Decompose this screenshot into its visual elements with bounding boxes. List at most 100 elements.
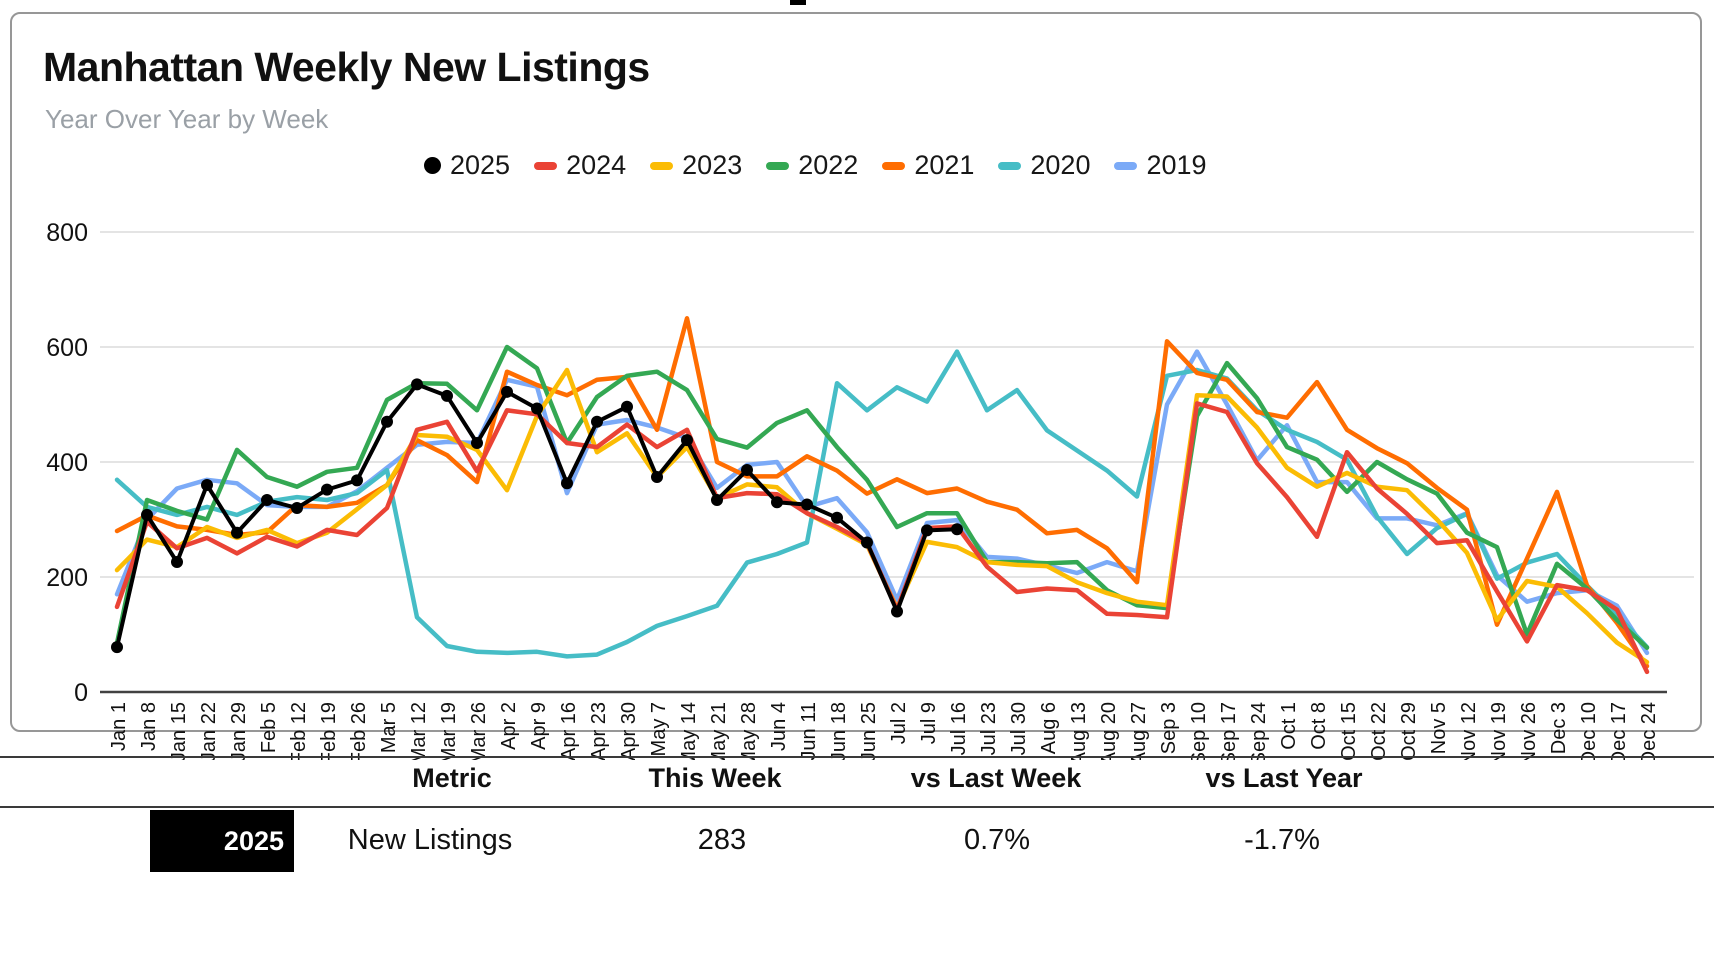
data-point-2025 [921, 524, 933, 537]
x-tick-label: Feb 26 [348, 702, 370, 760]
x-tick-label: Sep 10 [1188, 702, 1210, 760]
x-tick-label: Jan 22 [198, 702, 220, 760]
legend-label: 2019 [1146, 150, 1207, 180]
x-tick-label: Feb 19 [318, 702, 340, 760]
col-header-vs-last-week: vs Last Week [910, 763, 1082, 793]
year-badge-2025: 2025 [150, 810, 294, 872]
data-point-2025 [171, 556, 183, 569]
x-tick-label: Sep 17 [1218, 702, 1240, 760]
x-tick-label: Jun 11 [798, 702, 820, 760]
legend-item-2023: 2023 [650, 150, 742, 181]
chart-legend: 2025 2024 2023 2022 2021 2020 2019 [424, 150, 1207, 181]
series-line-2020 [114, 349, 1650, 659]
legend-item-2025: 2025 [424, 150, 510, 181]
legend-label: 2023 [682, 150, 743, 180]
x-tick-label: Jul 9 [918, 702, 940, 744]
legend-marker-2024 [534, 161, 558, 170]
legend-label: 2022 [798, 150, 859, 180]
x-tick-label: Apr 23 [588, 702, 610, 760]
legend-marker-2021 [882, 161, 906, 170]
x-tick-label: Apr 2 [498, 702, 520, 750]
x-tick-label: Dec 24 [1638, 702, 1660, 760]
y-tick-label: 600 [46, 334, 88, 362]
data-point-2025 [651, 470, 663, 483]
x-tick-label: Oct 15 [1338, 702, 1360, 760]
cell-metric: New Listings [347, 824, 513, 856]
x-tick-label: Dec 17 [1608, 702, 1630, 760]
series-line-2022 [114, 344, 1650, 650]
legend-marker-2022 [766, 161, 790, 170]
legend-label: 2024 [566, 150, 627, 180]
chart-title: Manhattan Weekly New Listings [43, 44, 650, 90]
data-point-2025 [291, 502, 303, 514]
data-point-2025 [411, 378, 423, 391]
x-tick-label: May 21 [708, 702, 730, 760]
legend-marker-2019 [1114, 161, 1138, 170]
data-point-2025 [861, 536, 873, 549]
x-tick-label: Jul 2 [888, 702, 910, 744]
x-tick-label: Jul 30 [1008, 702, 1030, 755]
cell-vs-last-week: 0.7% [963, 824, 1031, 856]
series-line-2021 [114, 316, 1650, 669]
series-line-2023 [114, 367, 1650, 665]
x-tick-label: Aug 20 [1098, 702, 1120, 760]
legend-label: 2021 [914, 150, 975, 180]
data-point-2025 [891, 605, 903, 618]
y-tick-label: 400 [46, 449, 88, 477]
data-point-2025 [201, 479, 213, 491]
legend-label: 2025 [450, 150, 511, 180]
x-tick-label: Jan 1 [108, 702, 130, 751]
data-point-2025 [381, 415, 393, 428]
legend-marker-2023 [650, 161, 674, 170]
x-tick-label: Sep 3 [1158, 702, 1180, 754]
data-point-2025 [621, 400, 633, 413]
x-tick-label: May 28 [738, 702, 760, 760]
data-point-2025 [561, 477, 573, 490]
cropped-text-artifact [790, 0, 806, 5]
x-tick-label: Jan 15 [168, 702, 190, 760]
x-tick-label: Mar 12 [408, 702, 430, 760]
x-tick-label: Aug 13 [1068, 702, 1090, 760]
data-point-2025 [141, 508, 153, 521]
data-point-2025 [111, 641, 123, 654]
x-tick-label: Dec 3 [1548, 702, 1570, 754]
data-point-2025 [951, 523, 963, 536]
legend-item-2020: 2020 [998, 150, 1090, 181]
data-point-2025 [831, 511, 843, 524]
data-point-2025 [261, 493, 273, 506]
y-tick-label: 0 [74, 679, 88, 707]
x-tick-label: Jan 29 [228, 702, 250, 760]
y-tick-label: 200 [46, 564, 88, 592]
x-tick-label: Oct 8 [1308, 702, 1330, 750]
cell-vs-last-year: -1.7% [1244, 824, 1320, 856]
x-tick-label: Feb 5 [258, 702, 280, 753]
table-header-rule [0, 806, 1714, 808]
x-tick-label: Jun 25 [858, 702, 880, 760]
data-point-2025 [681, 434, 693, 447]
data-point-2025 [801, 498, 813, 511]
col-header-metric: Metric [412, 763, 492, 793]
data-point-2025 [711, 493, 723, 506]
x-tick-label: Oct 1 [1278, 702, 1300, 750]
x-tick-label: May 14 [678, 702, 700, 760]
x-tick-label: Oct 29 [1398, 702, 1420, 760]
cell-this-week: 283 [697, 824, 747, 856]
line-chart: 0 200 400 600 800 Jan 1 Jan 8 Jan 15 Jan 22 Jan 2… [46, 219, 1694, 760]
data-point-2025 [591, 415, 603, 428]
legend-label: 2020 [1030, 150, 1091, 180]
legend-item-2021: 2021 [882, 150, 974, 181]
year-badge-label: 2025 [223, 825, 284, 856]
legend-marker-2025 [424, 157, 441, 174]
chart-panel [10, 12, 1702, 732]
x-tick-label: Mar 26 [468, 702, 490, 760]
x-tick-label: Nov 26 [1518, 702, 1540, 760]
col-header-this-week: This Week [648, 763, 782, 793]
series-line-2024 [114, 401, 1650, 675]
x-tick-label: Dec 10 [1578, 702, 1600, 760]
y-tick-label: 800 [46, 219, 88, 247]
legend-item-2022: 2022 [766, 150, 858, 181]
legend-marker-2020 [998, 161, 1022, 170]
x-tick-label: Aug 6 [1038, 702, 1060, 754]
legend-item-2019: 2019 [1114, 150, 1207, 181]
x-tick-label: Apr 9 [528, 702, 550, 750]
